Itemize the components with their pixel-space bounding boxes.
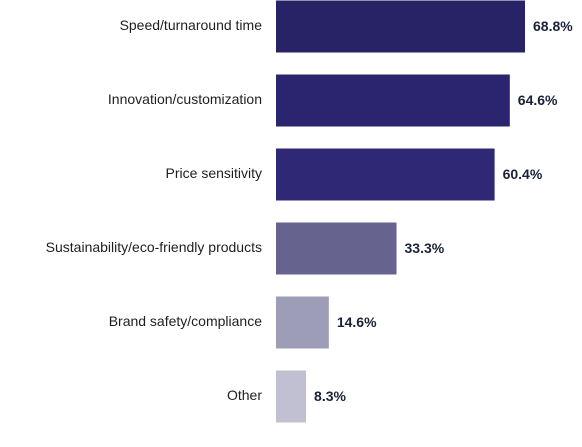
bars-layer: [276, 0, 525, 423]
bar-2: [276, 148, 495, 201]
category-label-5: Other: [227, 387, 262, 403]
category-label-3: Sustainability/eco-friendly products: [46, 239, 262, 255]
category-label-2: Price sensitivity: [166, 165, 262, 181]
bar-3: [276, 222, 397, 275]
value-labels-layer: 68.8% 64.6% 60.4% 33.3% 14.6% 8.3%: [314, 18, 573, 404]
bar-5: [276, 370, 307, 423]
value-label-2: 60.4%: [503, 166, 543, 182]
value-label-3: 33.3%: [405, 240, 445, 256]
category-label-1: Innovation/customization: [108, 91, 262, 107]
category-label-4: Brand safety/compliance: [109, 313, 263, 329]
bar-1: [276, 74, 510, 127]
bar-4: [276, 296, 329, 349]
value-label-0: 68.8%: [533, 18, 573, 34]
category-label-0: Speed/turnaround time: [120, 17, 263, 33]
bar-0: [276, 0, 525, 53]
category-labels-layer: Speed/turnaround time Innovation/customiz…: [46, 17, 263, 403]
value-label-4: 14.6%: [337, 314, 377, 330]
value-label-5: 8.3%: [314, 388, 346, 404]
value-label-1: 64.6%: [518, 92, 558, 108]
